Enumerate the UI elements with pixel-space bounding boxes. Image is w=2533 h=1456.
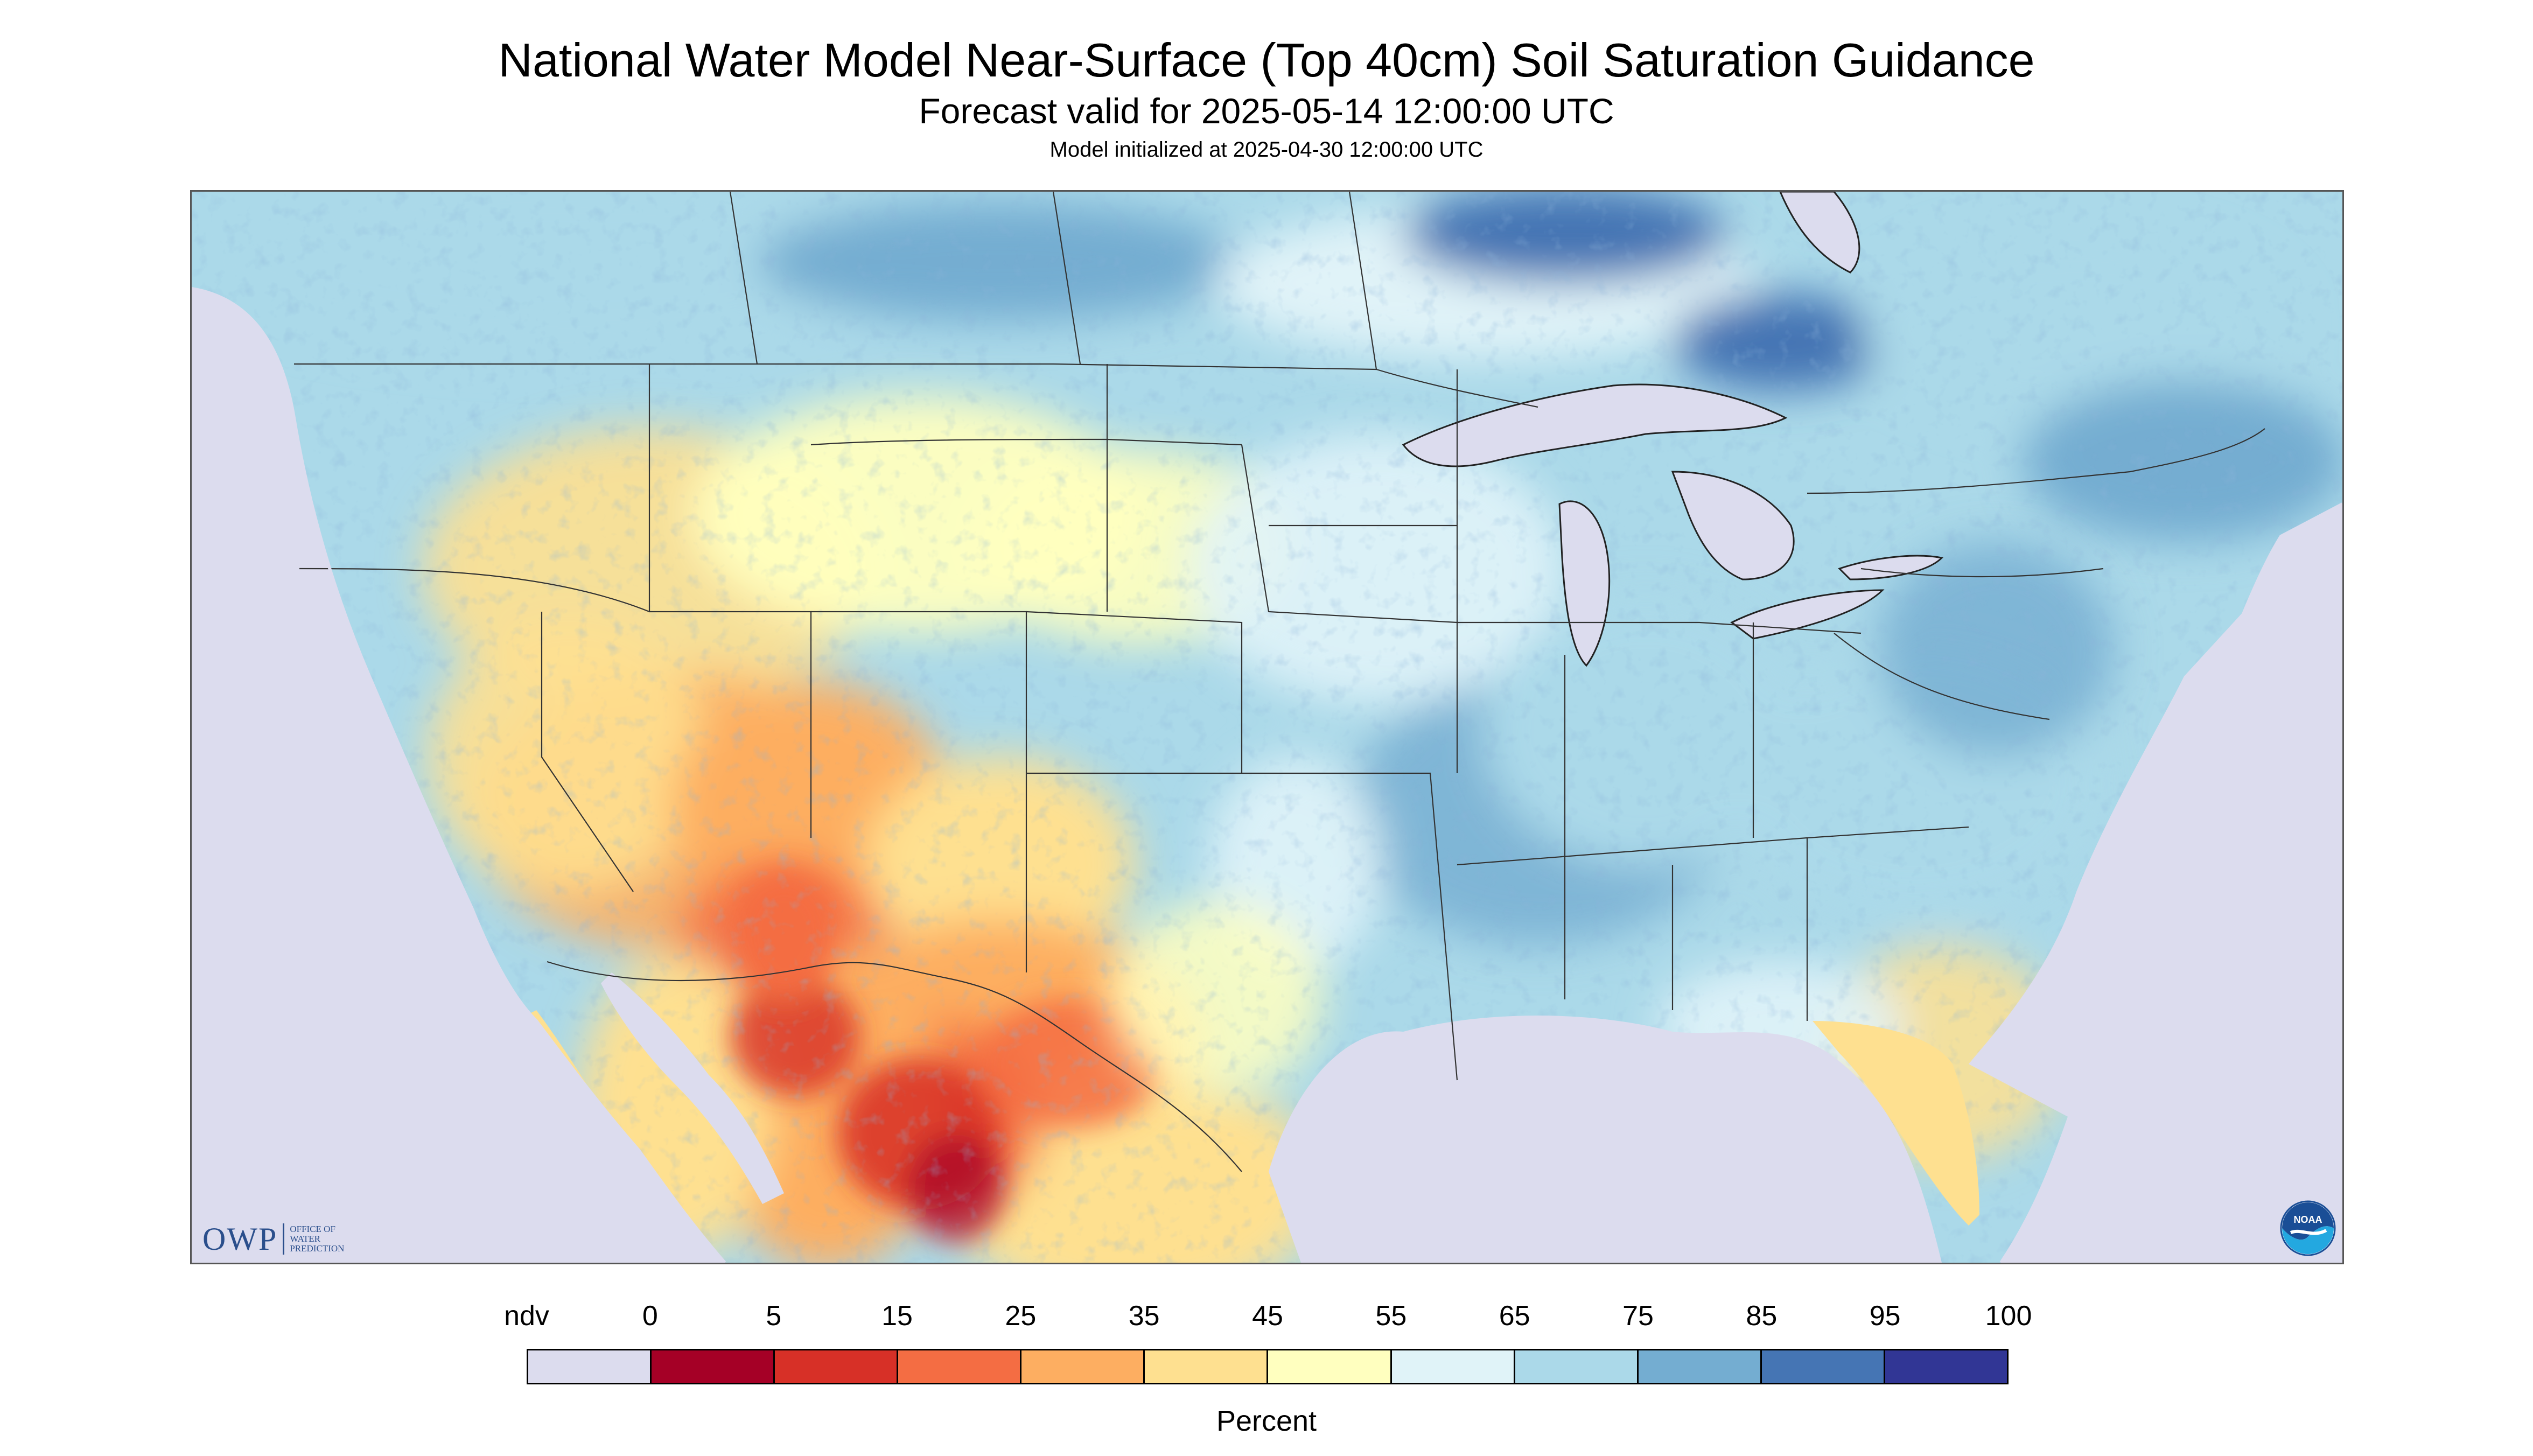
- lake-ontario: [1838, 555, 1944, 580]
- legend-tick-label: 5: [766, 1300, 782, 1332]
- florida-peninsula: [1813, 1021, 1979, 1226]
- legend-swatch: [1020, 1349, 1144, 1384]
- legend-tick-label: 85: [1746, 1300, 1778, 1332]
- legend-swatch: [1760, 1349, 1884, 1384]
- legend-tick-label: 55: [1375, 1300, 1407, 1332]
- legend-swatch: [1513, 1349, 1637, 1384]
- legend-swatch: [773, 1349, 897, 1384]
- gulf-of-california: [601, 972, 784, 1204]
- legend-swatch: [1883, 1349, 2009, 1384]
- map-canvas: [192, 192, 2342, 1263]
- forecast-valid-subtitle: Forecast valid for 2025-05-14 12:00:00 U…: [919, 91, 1614, 131]
- legend-swatch: [1390, 1349, 1514, 1384]
- legend-tick-label: 0: [642, 1300, 658, 1332]
- hudson-bay: [1779, 192, 1860, 274]
- legend-tick-label: ndv: [504, 1300, 549, 1332]
- legend-unit-label: Percent: [1216, 1405, 1317, 1437]
- noaa-logo: NOAA: [2280, 1200, 2336, 1256]
- legend-swatch: [1143, 1349, 1267, 1384]
- owp-logo-subtext: OFFICE OF WATER PREDICTION: [290, 1224, 345, 1254]
- us-mexico-border: [547, 961, 1242, 1172]
- legend-tick-label: 100: [1985, 1300, 2032, 1332]
- legend-tick-label: 75: [1622, 1300, 1654, 1332]
- owp-logo: OWP OFFICE OF WATER PREDICTION: [202, 1222, 344, 1256]
- gulf-of-mexico: [1269, 1016, 1942, 1263]
- model-init-text: Model initialized at 2025-04-30 12:00:00…: [1049, 138, 1484, 162]
- west-projection-edge: [192, 287, 726, 1263]
- legend-swatch: [1636, 1349, 1760, 1384]
- legend-swatch: [527, 1349, 650, 1384]
- legend-tick-label: 95: [1869, 1300, 1901, 1332]
- legend-colorbar: [527, 1349, 2009, 1384]
- east-projection-edge: [1999, 502, 2342, 1263]
- legend-swatch: [897, 1349, 1020, 1384]
- lake-huron: [1671, 471, 1795, 580]
- lake-superior: [1402, 383, 1788, 467]
- soil-saturation-map: OWP OFFICE OF WATER PREDICTION NOAA: [190, 190, 2344, 1264]
- owp-logo-text: OWP: [202, 1221, 278, 1257]
- legend-swatch: [650, 1349, 774, 1384]
- lake-michigan: [1558, 500, 1611, 667]
- map-title: National Water Model Near-Surface (Top 4…: [498, 33, 2035, 87]
- legend-tick-label: 25: [1005, 1300, 1037, 1332]
- legend-tick-label: 45: [1252, 1300, 1283, 1332]
- legend-tick-label: 35: [1128, 1300, 1160, 1332]
- legend-tick-label: 65: [1499, 1300, 1530, 1332]
- legend-swatch: [1266, 1349, 1390, 1384]
- legend-tick-label: 15: [881, 1300, 913, 1332]
- noaa-logo-text: NOAA: [2294, 1214, 2322, 1225]
